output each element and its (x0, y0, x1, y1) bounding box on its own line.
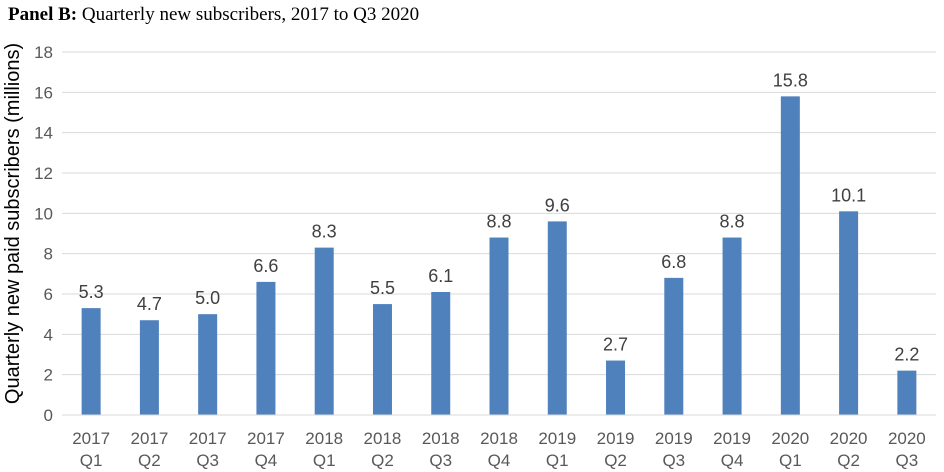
x-tick-quarter: Q3 (662, 451, 685, 470)
x-axis-ticks: 2017 Q1 2017 Q2 2017 Q3 2017 Q4 2018 Q1 2018 Q2 2018… (72, 429, 926, 470)
data-label: 2.2 (894, 345, 919, 365)
y-tick-label: 18 (34, 43, 53, 62)
bar (256, 281, 276, 415)
y-tick-label: 0 (44, 406, 53, 425)
bar (547, 221, 567, 415)
x-tick-year: 2018 (364, 429, 402, 448)
x-tick-quarter: Q2 (371, 451, 394, 470)
x-tick-year: 2019 (597, 429, 635, 448)
y-axis-ticks: 0 2 4 6 8 10 12 14 16 18 (34, 43, 53, 425)
panel-label: Panel B: (8, 4, 78, 25)
x-tick-year: 2019 (538, 429, 576, 448)
x-tick-year: 2020 (830, 429, 868, 448)
x-tick-year: 2020 (888, 429, 926, 448)
data-label: 10.1 (831, 185, 866, 205)
bar (198, 314, 218, 415)
bar (372, 304, 392, 415)
x-tick-quarter: Q1 (313, 451, 336, 470)
data-label: 9.6 (545, 195, 570, 215)
bar (81, 308, 101, 415)
y-tick-label: 4 (44, 325, 53, 344)
y-axis-label: Quarterly new paid subscribers (millions… (2, 43, 24, 404)
x-tick-quarter: Q3 (196, 451, 219, 470)
x-tick-quarter: Q2 (138, 451, 161, 470)
data-label: 8.8 (486, 212, 511, 232)
bar (139, 320, 159, 415)
x-tick-year: 2018 (422, 429, 460, 448)
bar (780, 96, 800, 415)
data-label: 6.8 (661, 252, 686, 272)
data-label: 2.7 (603, 335, 628, 355)
bar (839, 211, 859, 415)
data-label: 8.3 (312, 222, 337, 242)
y-tick-label: 6 (44, 285, 53, 304)
chart-title: Panel B: Quarterly new subscribers, 2017… (8, 4, 419, 26)
data-label: 8.8 (720, 212, 745, 232)
x-tick-quarter: Q3 (896, 451, 919, 470)
x-tick-quarter: Q4 (721, 451, 744, 470)
data-label: 5.0 (195, 288, 220, 308)
x-tick-year: 2017 (130, 429, 168, 448)
x-tick-quarter: Q1 (80, 451, 103, 470)
data-label: 15.8 (773, 70, 808, 90)
bar (606, 360, 626, 415)
x-tick-year: 2018 (305, 429, 343, 448)
data-label: 6.1 (428, 266, 453, 286)
data-label: 5.3 (79, 282, 104, 302)
y-tick-label: 14 (34, 124, 53, 143)
bar (897, 370, 917, 415)
x-tick-year: 2020 (771, 429, 809, 448)
x-tick-year: 2019 (713, 429, 751, 448)
x-tick-year: 2017 (189, 429, 227, 448)
x-tick-quarter: Q1 (779, 451, 802, 470)
x-tick-year: 2018 (480, 429, 518, 448)
x-tick-quarter: Q1 (546, 451, 569, 470)
title-text: Quarterly new subscribers, 2017 to Q3 20… (81, 4, 420, 25)
x-tick-year: 2017 (72, 429, 110, 448)
x-tick-quarter: Q2 (837, 451, 860, 470)
x-tick-quarter: Q3 (429, 451, 452, 470)
y-tick-label: 2 (44, 366, 53, 385)
bar (431, 291, 451, 415)
x-tick-quarter: Q4 (488, 451, 511, 470)
data-label: 6.6 (253, 256, 278, 276)
x-tick-quarter: Q4 (255, 451, 278, 470)
bars (81, 96, 917, 415)
bar (489, 237, 509, 415)
bar (664, 277, 684, 415)
data-label: 4.7 (137, 294, 162, 314)
data-label: 5.5 (370, 278, 395, 298)
x-tick-quarter: Q2 (604, 451, 627, 470)
bar (314, 247, 334, 415)
data-labels: 5.3 4.7 5.0 6.6 8.3 5.5 6.1 8.8 9.6 2.7 6.8 8.8 15.8… (79, 70, 920, 364)
x-tick-year: 2019 (655, 429, 693, 448)
bar (722, 237, 742, 415)
y-tick-label: 10 (34, 204, 53, 223)
y-tick-label: 16 (34, 83, 53, 102)
y-tick-label: 8 (44, 245, 53, 264)
y-tick-label: 12 (34, 164, 53, 183)
x-tick-year: 2017 (247, 429, 285, 448)
